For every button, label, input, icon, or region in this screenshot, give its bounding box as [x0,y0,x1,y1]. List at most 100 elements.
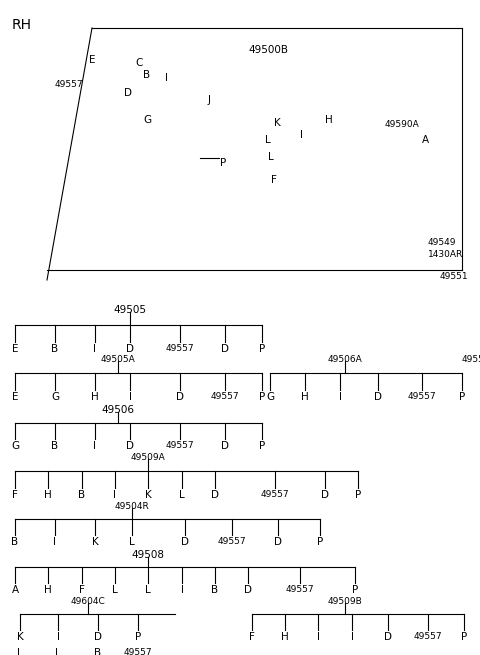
Text: I: I [113,490,117,500]
Text: L: L [179,490,185,500]
Text: H: H [325,115,333,125]
Text: 49557: 49557 [166,344,194,353]
Text: P: P [259,392,265,402]
Text: P: P [259,441,265,451]
Text: 49557: 49557 [211,392,240,401]
Text: 49509A: 49509A [131,453,166,462]
Text: F: F [79,585,85,595]
Text: B: B [143,70,150,80]
Text: L: L [112,585,118,595]
Text: I: I [165,73,168,83]
Text: 49557: 49557 [414,632,442,641]
Text: L: L [17,648,23,655]
Text: L: L [145,585,151,595]
Text: B: B [78,490,85,500]
Text: I: I [338,392,341,402]
Text: G: G [11,441,19,451]
Text: 49557: 49557 [286,585,314,594]
Text: 49504R: 49504R [115,502,149,511]
Text: D: D [244,585,252,595]
Text: K: K [17,632,24,642]
Text: P: P [220,158,226,168]
Text: 1430AR: 1430AR [428,250,463,259]
Text: P: P [461,632,467,642]
Text: 49604C: 49604C [71,597,106,606]
Text: 49509B: 49509B [328,597,362,606]
Text: I: I [94,441,96,451]
Text: B: B [51,441,59,451]
Text: B: B [51,344,59,354]
Text: I: I [350,632,353,642]
Text: F: F [271,175,277,185]
Text: P: P [135,632,141,642]
Text: D: D [274,537,282,547]
Text: 49505: 49505 [113,305,146,315]
Text: P: P [459,392,465,402]
Text: G: G [51,392,59,402]
Text: D: D [221,441,229,451]
Text: F: F [12,490,18,500]
Text: E: E [89,55,96,65]
Text: H: H [301,392,309,402]
Text: 49508: 49508 [132,550,165,560]
Text: 49500B: 49500B [248,45,288,55]
Text: D: D [181,537,189,547]
Text: 49505A: 49505A [101,355,135,364]
Text: A: A [12,585,19,595]
Text: D: D [211,490,219,500]
Text: I: I [53,537,57,547]
Text: H: H [91,392,99,402]
Text: H: H [281,632,289,642]
Text: 49557: 49557 [55,80,84,89]
Text: I: I [300,130,303,140]
Text: D: D [126,344,134,354]
Text: D: D [321,490,329,500]
Text: 49557: 49557 [261,490,289,499]
Text: P: P [317,537,323,547]
Text: C: C [135,58,143,68]
Text: D: D [374,392,382,402]
Text: D: D [94,632,102,642]
Text: B: B [12,537,19,547]
Text: I: I [180,585,183,595]
Text: RH: RH [12,18,32,32]
Text: P: P [259,344,265,354]
Text: 49549: 49549 [428,238,456,247]
Text: D: D [124,88,132,98]
Text: J: J [208,95,211,105]
Text: P: P [352,585,358,595]
Text: L: L [129,537,135,547]
Text: G: G [266,392,274,402]
Text: E: E [12,392,18,402]
Text: P: P [355,490,361,500]
Text: H: H [44,585,52,595]
Text: E: E [12,344,18,354]
Text: 49557: 49557 [408,392,436,401]
Text: 49506A: 49506A [328,355,362,364]
Text: H: H [44,490,52,500]
Text: 49551: 49551 [440,272,468,281]
Text: K: K [274,118,281,128]
Text: D: D [176,392,184,402]
Text: D: D [221,344,229,354]
Text: B: B [211,585,218,595]
Text: L: L [268,152,274,162]
Text: G: G [143,115,151,125]
Text: L: L [265,135,271,145]
Text: I: I [94,344,96,354]
Text: B: B [95,648,102,655]
Text: 49506: 49506 [101,405,134,415]
Text: K: K [92,537,98,547]
Text: D: D [384,632,392,642]
Text: 49551: 49551 [462,355,480,364]
Text: I: I [129,392,132,402]
Text: 49557: 49557 [124,648,152,655]
Text: I: I [57,632,60,642]
Text: K: K [144,490,151,500]
Text: I: I [316,632,320,642]
Text: 49590A: 49590A [385,120,420,129]
Text: L: L [55,648,61,655]
Text: 49557: 49557 [218,537,246,546]
Text: F: F [249,632,255,642]
Text: A: A [422,135,429,145]
